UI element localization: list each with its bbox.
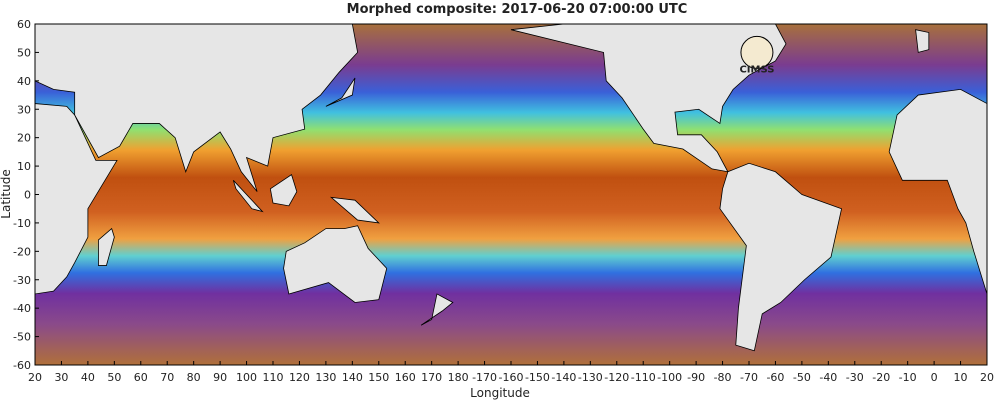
y-tick-label: -60 xyxy=(13,359,31,372)
x-tick-label: 60 xyxy=(134,371,148,384)
land xyxy=(34,23,359,192)
y-tick-label: -30 xyxy=(13,274,31,287)
x-tick-label: 180 xyxy=(448,371,469,384)
y-tick-label: 60 xyxy=(17,18,31,31)
x-tick-label: 70 xyxy=(160,371,174,384)
y-tick-label: -50 xyxy=(13,331,31,344)
land xyxy=(888,88,988,295)
x-tick-label: -50 xyxy=(793,371,811,384)
y-tick-label: 40 xyxy=(17,75,31,88)
y-tick-label: 50 xyxy=(17,46,31,59)
y-tick-label: -10 xyxy=(13,217,31,230)
x-tick-label: -130 xyxy=(578,371,603,384)
x-tick-label: 90 xyxy=(213,371,227,384)
title: Morphed composite: 2017-06-20 07:00:00 U… xyxy=(347,2,688,17)
land xyxy=(420,293,454,326)
land xyxy=(510,23,787,173)
land xyxy=(325,77,356,107)
x-tick-label: 130 xyxy=(315,371,336,384)
x-tick-label: 140 xyxy=(342,371,363,384)
y-tick-label: -40 xyxy=(13,302,31,315)
logo-text: CIMSS xyxy=(739,64,774,75)
y-tick-label: 10 xyxy=(17,160,31,173)
land xyxy=(34,103,118,295)
x-tick-label: -120 xyxy=(604,371,629,384)
land xyxy=(915,29,930,53)
logo-badge xyxy=(740,35,774,69)
x-tick-label: -90 xyxy=(687,371,705,384)
land xyxy=(719,162,843,352)
x-tick-label: -160 xyxy=(499,371,524,384)
x-tick-label: -20 xyxy=(872,371,890,384)
y-tick-label: 0 xyxy=(24,189,31,202)
x-tick-label: 150 xyxy=(368,371,389,384)
x-tick-label: 20 xyxy=(980,371,994,384)
x-tick-label: -140 xyxy=(551,371,576,384)
y-tick-label: -20 xyxy=(13,245,31,258)
y-axis-label: Latitude xyxy=(0,169,13,218)
y-tick-label: 30 xyxy=(17,103,31,116)
x-tick-label: -170 xyxy=(472,371,497,384)
x-tick-label: 80 xyxy=(187,371,201,384)
x-tick-label: 30 xyxy=(54,371,68,384)
x-tick-label: -70 xyxy=(740,371,758,384)
land xyxy=(98,227,115,266)
x-tick-label: 50 xyxy=(107,371,121,384)
x-tick-label: 20 xyxy=(28,371,42,384)
x-tick-label: -110 xyxy=(631,371,656,384)
x-tick-label: 100 xyxy=(236,371,257,384)
x-tick-label: -100 xyxy=(657,371,682,384)
x-tick-label: -60 xyxy=(766,371,784,384)
x-axis-label: Longitude xyxy=(470,386,530,400)
x-tick-label: -150 xyxy=(525,371,550,384)
land xyxy=(269,173,298,207)
y-tick-label: 20 xyxy=(17,132,31,145)
x-tick-label: -10 xyxy=(899,371,917,384)
x-tick-label: -40 xyxy=(819,371,837,384)
x-tick-label: 120 xyxy=(289,371,310,384)
land xyxy=(329,196,380,224)
x-tick-label: 160 xyxy=(395,371,416,384)
x-tick-label: 40 xyxy=(81,371,95,384)
x-tick-label: -80 xyxy=(714,371,732,384)
land xyxy=(232,180,264,213)
x-tick-label: -30 xyxy=(846,371,864,384)
land xyxy=(283,225,388,303)
x-tick-label: 170 xyxy=(421,371,442,384)
x-tick-label: 0 xyxy=(931,371,938,384)
x-tick-label: 10 xyxy=(954,371,968,384)
x-tick-label: 110 xyxy=(263,371,284,384)
